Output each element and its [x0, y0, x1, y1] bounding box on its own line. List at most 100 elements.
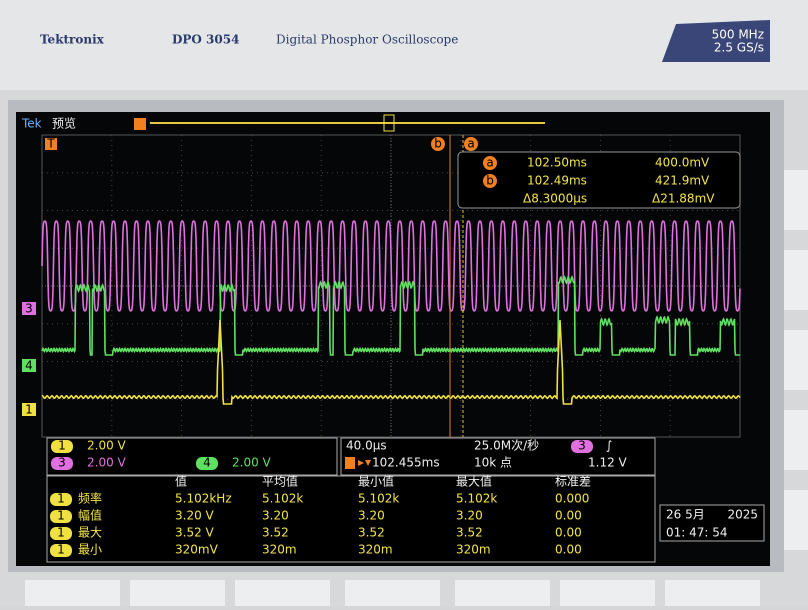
time-scale: 40.0µs — [346, 439, 387, 453]
trigger-pos-arrows — [358, 460, 371, 466]
source: 1 — [57, 526, 65, 540]
cursor-label: b — [486, 174, 494, 188]
marker-badge — [45, 138, 57, 150]
marker-label: b — [434, 137, 442, 151]
marker-badge — [22, 403, 36, 416]
measure-value: 3.20 — [456, 509, 483, 523]
cursor-time: 102.50ms — [527, 156, 587, 170]
model: DPO 3054 — [172, 33, 239, 47]
side-button[interactable] — [784, 410, 808, 470]
column-header: 平均值 — [262, 474, 298, 489]
measurement-box — [46, 475, 656, 563]
status: Tek — [21, 117, 42, 131]
trigger-source: 3 — [578, 439, 586, 453]
cursor-time: 102.49ms — [527, 174, 587, 188]
datetime-box — [659, 504, 765, 542]
trigger-slope: ∫ — [606, 439, 612, 453]
measure-value: 320m — [358, 543, 393, 557]
marker-label: 1 — [25, 403, 33, 417]
measure-value: 5.102k — [262, 492, 303, 506]
channel-scale: 2.00 V — [87, 439, 127, 453]
channel-badge — [51, 457, 73, 470]
cursor-badge — [483, 174, 497, 188]
cursor-delta-time: Δ8.3000µs — [523, 192, 587, 206]
side-button[interactable] — [784, 490, 808, 550]
marker-badge — [22, 359, 36, 372]
source-badge — [50, 510, 72, 523]
measurement-table: 值 平均值 最小值 最大值 标准差 1 频率 5.102kHz 5.102k 5.102k 5.10… — [50, 474, 591, 557]
channel-badge — [196, 457, 218, 470]
side-button[interactable] — [784, 250, 808, 310]
graticule-border — [41, 134, 741, 438]
measure-value: 320m — [456, 543, 491, 557]
measure-value: 5.102k — [358, 492, 399, 506]
channel-id: 3 — [58, 456, 66, 470]
marker-badge — [431, 137, 445, 151]
bottom-button[interactable] — [235, 580, 330, 610]
column-header: 最大值 — [456, 474, 492, 489]
measure-value: 0.00 — [555, 509, 582, 523]
measure-value: 3.52 V — [175, 526, 215, 540]
cursor-delta-voltage: Δ21.88mV — [652, 192, 715, 206]
bottom-button[interactable] — [25, 580, 120, 610]
channel-badge — [51, 440, 73, 453]
waveforms — [41, 220, 741, 405]
ch3-trace — [41, 220, 741, 312]
channel-id: 4 — [203, 456, 211, 470]
bottom-buttons — [25, 580, 760, 610]
channel-list: 1 2.00 V 3 2.00 V 4 2.00 V — [51, 439, 272, 470]
source-badge — [50, 544, 72, 557]
ch1-trace — [41, 319, 741, 405]
measure-value: 3.20 — [358, 509, 385, 523]
trigger-pos-icon — [345, 457, 355, 469]
bottom-button[interactable] — [455, 580, 550, 610]
column-header: 值 — [175, 474, 187, 489]
measure-name: 幅值 — [78, 508, 102, 523]
trigger-position: 102.455ms — [372, 456, 440, 470]
measure-value: 0.00 — [555, 543, 582, 557]
source: 1 — [57, 509, 65, 523]
side-button[interactable] — [784, 330, 808, 390]
cursor-readout — [457, 151, 741, 209]
measure-value: 3.52 — [456, 526, 483, 540]
bottom-button[interactable] — [560, 580, 655, 610]
trigger-level: 1.12 V — [588, 456, 628, 470]
record-length: 10k 点 — [474, 456, 512, 470]
measure-value: 3.20 V — [175, 509, 215, 523]
source-badge — [50, 493, 72, 506]
acq-rate: 25.0M次/秒 — [474, 439, 539, 453]
measure-value: 0.00 — [555, 526, 582, 540]
channel-scale: 2.00 V — [87, 456, 127, 470]
trigger-marker — [383, 114, 395, 132]
bottom-button[interactable] — [130, 580, 225, 610]
channel-scale: 2.00 V — [232, 456, 272, 470]
marker-label: a — [467, 137, 474, 151]
measure-value: 3.52 — [358, 526, 385, 540]
channel-id: 1 — [58, 439, 66, 453]
sample-rate: 2.5 GS/s — [714, 41, 764, 55]
measure-name: 频率 — [78, 491, 102, 506]
source: 1 — [57, 543, 65, 557]
year: 2025 — [727, 508, 758, 522]
marker-label: 3 — [25, 302, 33, 316]
trigger-source-badge — [571, 440, 593, 453]
cursor-label: a — [486, 156, 493, 170]
side-button[interactable] — [784, 170, 808, 230]
measure-name: 最大 — [78, 526, 102, 540]
mode: 预览 — [52, 116, 76, 131]
source-badge — [50, 527, 72, 540]
measure-value: 320mV — [175, 543, 219, 557]
marker-badge — [464, 137, 478, 151]
description: Digital Phosphor Oscilloscope — [276, 33, 458, 47]
bottom-button[interactable] — [345, 580, 440, 610]
time: 01: 47: 54 — [666, 526, 728, 540]
brand: Tektronix — [40, 33, 105, 47]
bottom-button[interactable] — [665, 580, 760, 610]
cursor-voltage: 421.9mV — [655, 174, 710, 188]
ch4-trace — [41, 275, 740, 356]
column-header: 标准差 — [555, 475, 591, 489]
measure-value: 5.102kHz — [175, 492, 232, 506]
timebase-box — [340, 437, 656, 476]
